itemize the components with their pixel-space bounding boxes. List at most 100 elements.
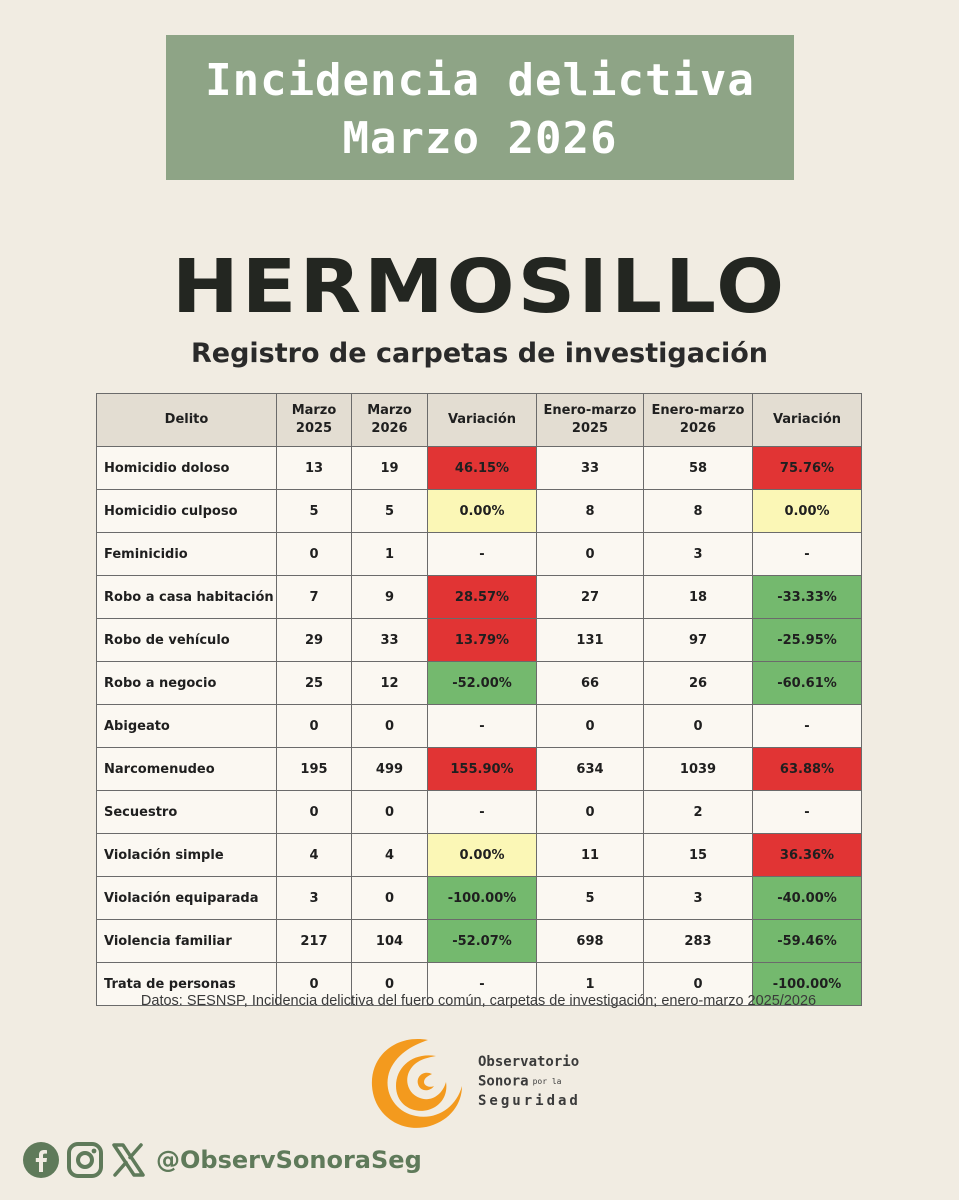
enero-marzo-2025-cell: 27 <box>536 575 644 619</box>
title-line-2: Marzo 2026 <box>342 113 618 164</box>
observatorio-logo-icon <box>371 1039 462 1128</box>
header-delito: Delito <box>96 393 277 447</box>
delito-cell: Narcomenudeo <box>96 747 277 791</box>
table-row: Narcomenudeo 195 499 155.90% 634 1039 63.88% <box>96 747 862 791</box>
delito-cell: Robo a casa habitación <box>96 575 277 619</box>
variacion-acumulada-cell: - <box>752 532 862 576</box>
logo-line-3: Seguridad <box>478 1092 581 1109</box>
variacion-mes-cell: - <box>427 790 537 834</box>
instagram-icon[interactable] <box>66 1141 104 1179</box>
enero-marzo-2026-cell: 1039 <box>643 747 753 791</box>
title-line-1: Incidencia delictiva <box>205 55 755 106</box>
enero-marzo-2026-cell: 8 <box>643 489 753 533</box>
enero-marzo-2025-cell: 33 <box>536 446 644 490</box>
variacion-mes-cell: 46.15% <box>427 446 537 490</box>
variacion-mes-cell: 28.57% <box>427 575 537 619</box>
variacion-acumulada-cell: -59.46% <box>752 919 862 963</box>
enero-marzo-2026-cell: 58 <box>643 446 753 490</box>
enero-marzo-2026-cell: 97 <box>643 618 753 662</box>
marzo-2026-cell: 4 <box>351 833 428 877</box>
variacion-mes-cell: 0.00% <box>427 489 537 533</box>
table-row: Abigeato 0 0-0 0- <box>96 704 862 748</box>
enero-marzo-2026-cell: 3 <box>643 876 753 920</box>
variacion-mes-cell: - <box>427 962 537 1006</box>
enero-marzo-2026-cell: 0 <box>643 704 753 748</box>
table-row: Robo de vehículo 29 33 13.79% 131 97 -25.95% <box>96 618 862 662</box>
variacion-mes-cell: - <box>427 704 537 748</box>
variacion-mes-cell: 0.00% <box>427 833 537 877</box>
variacion-mes-cell: -52.07% <box>427 919 537 963</box>
variacion-acumulada-cell: - <box>752 704 862 748</box>
marzo-2025-cell: 5 <box>276 489 352 533</box>
marzo-2025-cell: 217 <box>276 919 352 963</box>
enero-marzo-2026-cell: 2 <box>643 790 753 834</box>
logo-wordmark: Observatorio Sonora por la Seguridad <box>478 1053 581 1111</box>
page-title: Incidencia delictiva Marzo 2026 <box>166 52 794 168</box>
enero-marzo-2025-cell: 0 <box>536 532 644 576</box>
variacion-acumulada-cell: 0.00% <box>752 489 862 533</box>
title-banner-tab <box>305 120 655 180</box>
delito-cell: Robo de vehículo <box>96 618 277 662</box>
marzo-2026-cell: 12 <box>351 661 428 705</box>
delito-cell: Violencia familiar <box>96 919 277 963</box>
logo-line-1: Observatorio <box>478 1054 580 1070</box>
delito-cell: Violación equiparada <box>96 876 277 920</box>
marzo-2026-cell: 0 <box>351 876 428 920</box>
facebook-icon[interactable] <box>22 1141 60 1179</box>
marzo-2026-cell: 0 <box>351 790 428 834</box>
delito-cell: Homicidio culposo <box>96 489 277 533</box>
enero-marzo-2026-cell: 15 <box>643 833 753 877</box>
marzo-2025-cell: 4 <box>276 833 352 877</box>
table-row: Violación equiparada 3 0 -100.00% 5 3 -40.00% <box>96 876 862 920</box>
enero-marzo-2025-cell: 634 <box>536 747 644 791</box>
table-row: Violencia familiar 217 104 -52.07% 698 283 -59… <box>96 919 862 963</box>
marzo-2026-cell: 499 <box>351 747 428 791</box>
logo-line-2: Sonora <box>478 1073 529 1090</box>
enero-marzo-2025-cell: 66 <box>536 661 644 705</box>
marzo-2025-cell: 0 <box>276 704 352 748</box>
delito-cell: Violación simple <box>96 833 277 877</box>
delito-cell: Abigeato <box>96 704 277 748</box>
marzo-2026-cell: 0 <box>351 962 428 1006</box>
delito-cell: Homicidio doloso <box>96 446 277 490</box>
enero-marzo-2026-cell: 18 <box>643 575 753 619</box>
marzo-2025-cell: 0 <box>276 532 352 576</box>
enero-marzo-2026-cell: 26 <box>643 661 753 705</box>
social-handle[interactable]: @ObservSonoraSeg <box>156 1146 422 1174</box>
variacion-acumulada-cell: -100.00% <box>752 962 862 1006</box>
table-row: Homicidio doloso 13 19 46.15% 33 58 75.76% <box>96 446 862 490</box>
header-enero-marzo-2026: Enero-marzo 2026 <box>643 393 753 447</box>
table-row: Homicidio culposo 5 5 0.00% 8 8 0.00% <box>96 489 862 533</box>
marzo-2025-cell: 3 <box>276 876 352 920</box>
marzo-2026-cell: 5 <box>351 489 428 533</box>
marzo-2025-cell: 29 <box>276 618 352 662</box>
table-header-row: Delito Marzo 2025 Marzo 2026 Variación E… <box>96 393 862 447</box>
header-variacion-mes: Variación <box>427 393 537 447</box>
variacion-mes-cell: 155.90% <box>427 747 537 791</box>
marzo-2026-cell: 33 <box>351 618 428 662</box>
enero-marzo-2025-cell: 0 <box>536 790 644 834</box>
data-source-note: Datos: SESNSP, Incidencia delictiva del … <box>140 993 817 1009</box>
marzo-2025-cell: 7 <box>276 575 352 619</box>
city-heading: HERMOSILLO <box>171 243 788 330</box>
delito-cell: Robo a negocio <box>96 661 277 705</box>
enero-marzo-2026-cell: 3 <box>643 532 753 576</box>
delito-cell: Trata de personas <box>96 962 277 1006</box>
table-row: Robo a negocio 25 12 -52.00% 66 26 -60.61% <box>96 661 862 705</box>
header-marzo-2025: Marzo 2025 <box>276 393 352 447</box>
x-icon[interactable] <box>110 1142 146 1178</box>
marzo-2026-cell: 1 <box>351 532 428 576</box>
enero-marzo-2025-cell: 8 <box>536 489 644 533</box>
variacion-acumulada-cell: 63.88% <box>752 747 862 791</box>
marzo-2026-cell: 104 <box>351 919 428 963</box>
table-row: Trata de personas 0 0-1 0 -100.00% <box>96 962 862 1006</box>
marzo-2026-cell: 19 <box>351 446 428 490</box>
variacion-acumulada-cell: - <box>752 790 862 834</box>
table-subtitle: Registro de carpetas de investigación <box>191 338 768 369</box>
enero-marzo-2026-cell: 0 <box>643 962 753 1006</box>
marzo-2026-cell: 0 <box>351 704 428 748</box>
variacion-mes-cell: -100.00% <box>427 876 537 920</box>
variacion-mes-cell: - <box>427 532 537 576</box>
table-row: Violación simple 4 4 0.00% 11 15 36.36% <box>96 833 862 877</box>
table-row: Secuestro 0 0-0 2- <box>96 790 862 834</box>
